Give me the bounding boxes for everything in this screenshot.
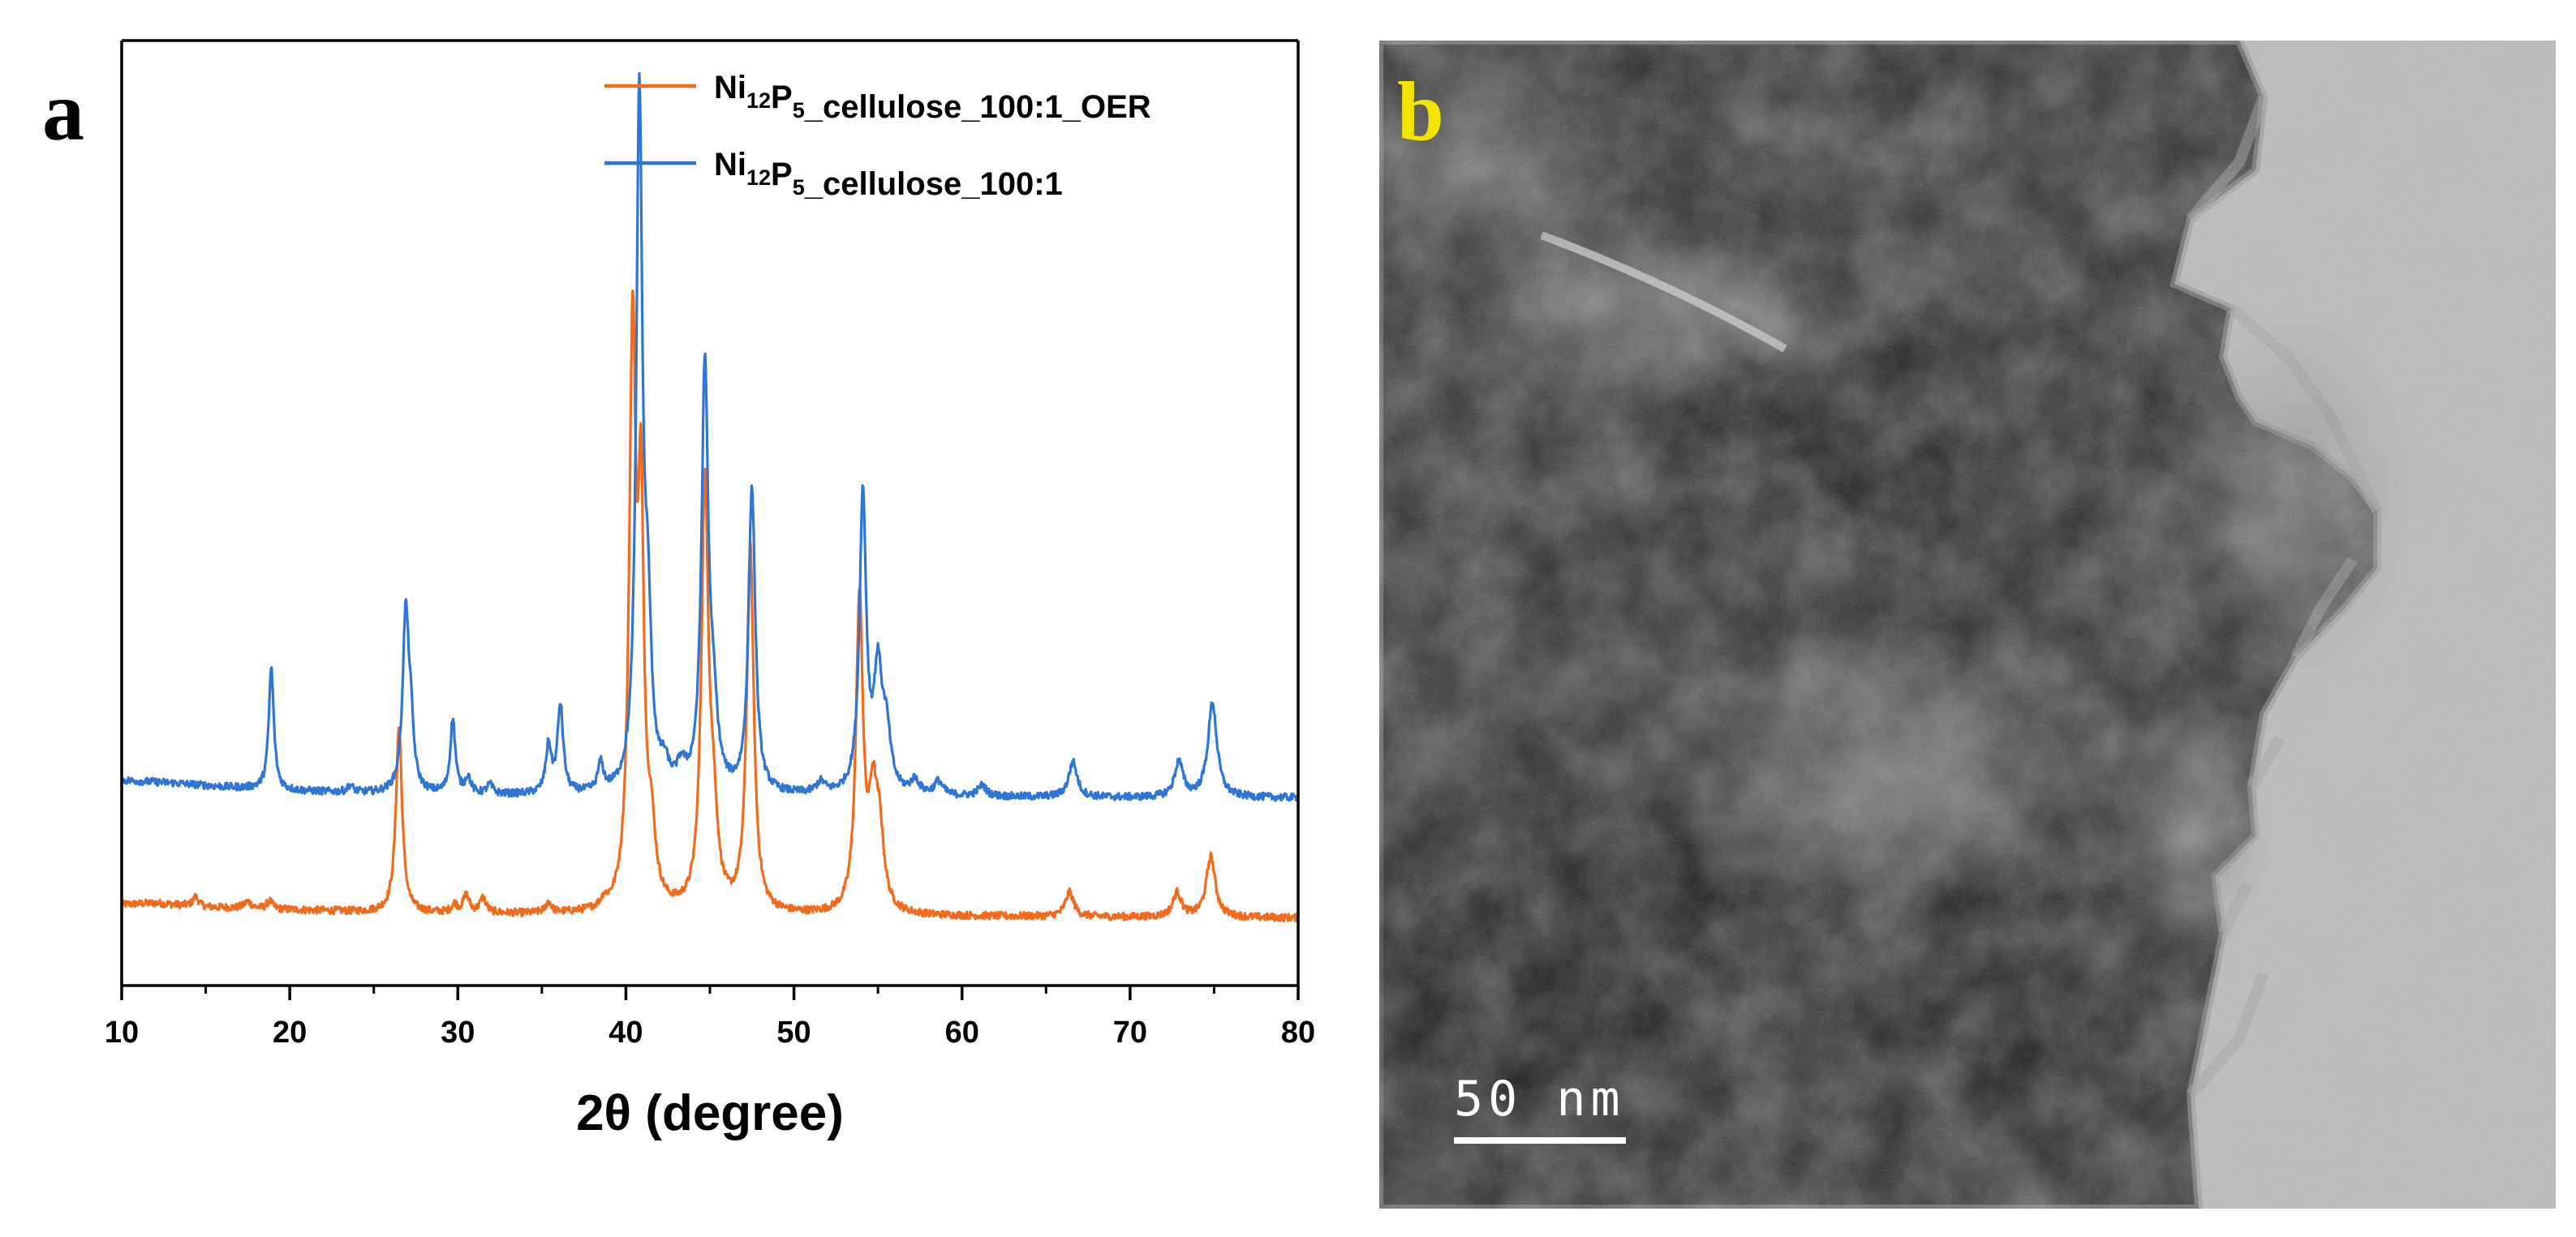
x-tick-label-80: 80 xyxy=(1281,1016,1315,1050)
series-line-1 xyxy=(120,71,1300,802)
xrd-chart: 10 20 30 40 50 60 70 80 2θ (degree) Ni12P5_cellul… xyxy=(105,39,1315,1141)
panel-b-letter: b xyxy=(1397,65,1444,158)
tem-micrograph: 50 nm xyxy=(1379,41,2556,1209)
x-tick-label-60: 60 xyxy=(945,1016,979,1050)
tem-image xyxy=(1379,41,2556,1209)
legend-label-1: Ni12P5_cellulose_100:1 xyxy=(714,147,1063,202)
scale-bar xyxy=(1454,1137,1626,1144)
x-tick-label-40: 40 xyxy=(609,1016,643,1050)
x-axis-label: 2θ (degree) xyxy=(576,1085,844,1141)
x-tick-label-30: 30 xyxy=(441,1016,475,1050)
x-tick-label-10: 10 xyxy=(105,1016,139,1050)
legend-label-0: Ni12P5_cellulose_100:1_OER xyxy=(714,70,1151,125)
series-line-0 xyxy=(120,289,1300,923)
x-tick-label-70: 70 xyxy=(1113,1016,1147,1050)
scale-bar-label: 50 nm xyxy=(1454,1071,1625,1127)
x-tick-label-50: 50 xyxy=(776,1016,811,1050)
x-tick-label-20: 20 xyxy=(273,1016,307,1050)
panel-a-letter: a xyxy=(42,65,84,158)
